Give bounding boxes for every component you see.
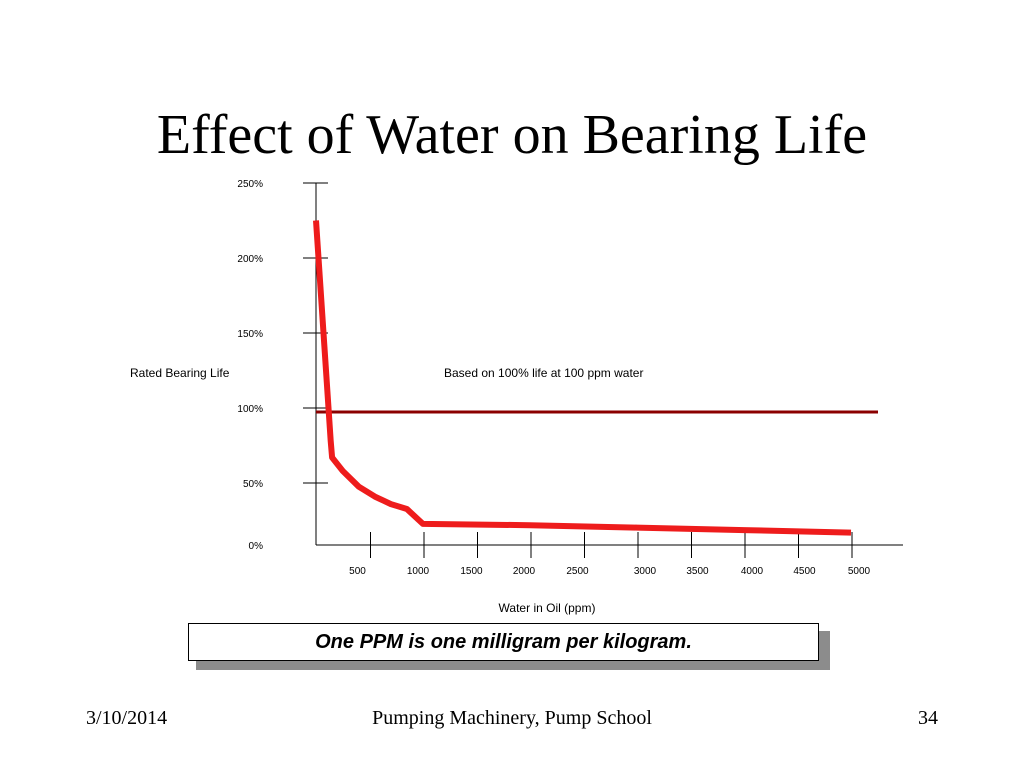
bearing-life-chart: 0% 50% 100% 150% 200% 250% 500 1000 1500 2000 250… xyxy=(130,179,903,615)
x-tick-label: 5000 xyxy=(848,566,871,577)
footer-date: 3/10/2014 xyxy=(86,707,168,729)
y-axis-ticks: 0% 50% 100% 150% 200% 250% xyxy=(237,179,328,552)
x-tick-label: 2000 xyxy=(513,566,536,577)
x-axis-ticks: 500 1000 1500 2000 2500 3000 3500 4000 4500 5000 xyxy=(349,532,871,577)
chart-axes xyxy=(315,183,903,546)
y-tick-label: 100% xyxy=(237,404,263,415)
x-tick-label: 4000 xyxy=(741,566,764,577)
y-tick-label: 50% xyxy=(243,479,263,490)
footer-page-number: 34 xyxy=(918,707,938,729)
chart-annotation: Based on 100% life at 100 ppm water xyxy=(444,366,643,380)
x-tick-label: 500 xyxy=(349,566,366,577)
y-tick-label: 0% xyxy=(249,541,264,552)
x-tick-label: 3000 xyxy=(634,566,657,577)
note-box: One PPM is one milligram per kilogram. xyxy=(188,623,819,661)
x-tick-label: 2500 xyxy=(566,566,589,577)
y-tick-label: 250% xyxy=(237,179,263,190)
y-tick-label: 200% xyxy=(237,254,263,265)
x-tick-label: 3500 xyxy=(686,566,709,577)
chart-series xyxy=(313,220,878,536)
x-axis-label: Water in Oil (ppm) xyxy=(499,601,596,615)
y-tick-label: 150% xyxy=(237,329,263,340)
bearing-life-curve xyxy=(313,220,852,536)
footer-center: Pumping Machinery, Pump School xyxy=(372,707,652,729)
y-axis-label: Rated Bearing Life xyxy=(130,366,230,380)
x-tick-label: 4500 xyxy=(793,566,816,577)
x-tick-label: 1500 xyxy=(460,566,483,577)
x-tick-label: 1000 xyxy=(407,566,430,577)
slide-title: Effect of Water on Bearing Life xyxy=(156,104,868,166)
